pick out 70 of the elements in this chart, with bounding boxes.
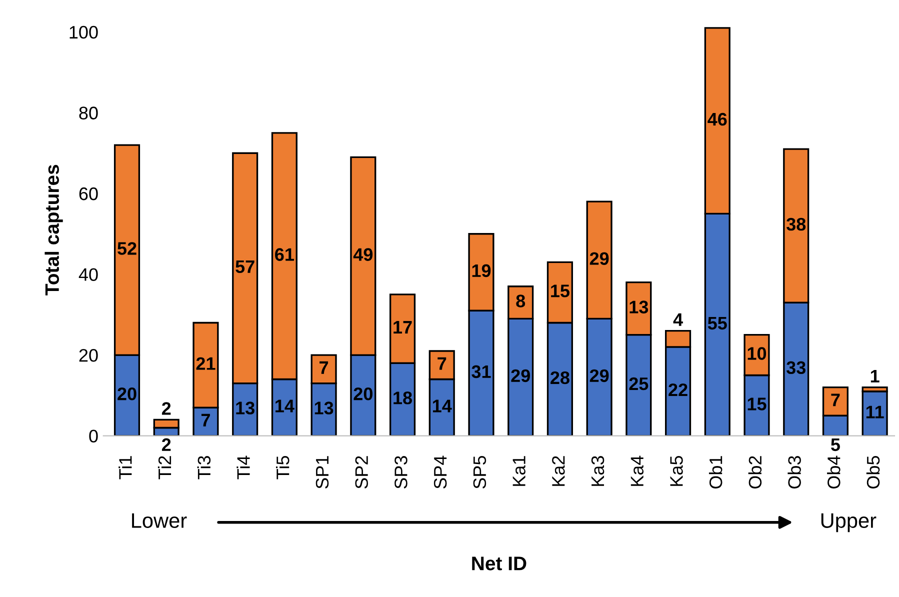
y-tick-label: 0 — [89, 430, 98, 443]
data-label: 28 — [550, 371, 570, 384]
x-tick-label: Ob2 — [748, 456, 762, 489]
text: Lower — [132, 513, 187, 528]
x-tick-label: Ka2 — [552, 456, 565, 486]
y-tick-label: 40 — [78, 268, 98, 281]
data-label: 20 — [118, 387, 136, 400]
y-tick-label: 60 — [79, 187, 98, 200]
data-label: 5 — [831, 438, 840, 452]
data-label: 61 — [275, 248, 294, 261]
data-label: 20 — [354, 387, 372, 400]
text: Upper — [821, 513, 876, 532]
data-label: 2 — [162, 438, 171, 451]
data-label: 13 — [314, 402, 334, 414]
data-label: 22 — [668, 383, 688, 396]
data-label: 18 — [394, 392, 412, 404]
data-label: 49 — [353, 248, 373, 261]
x-tick-label: Ti2 — [158, 456, 172, 480]
data-label: 31 — [472, 365, 491, 378]
data-label: 38 — [786, 218, 806, 231]
data-label: 8 — [516, 294, 526, 308]
data-label: 4 — [673, 313, 683, 326]
x-axis-title: Net ID — [472, 556, 526, 570]
data-label: 7 — [438, 357, 446, 370]
data-label: 10 — [748, 347, 766, 360]
y-tick-label: 100 — [70, 26, 98, 39]
y-tick-label: 20 — [79, 348, 98, 362]
data-label: 25 — [629, 377, 648, 390]
y-axis-title: Total captures — [44, 164, 63, 296]
x-tick-label: Ti4 — [236, 456, 250, 480]
y-tick-label: 80 — [79, 106, 98, 120]
data-label: 14 — [432, 400, 452, 412]
x-tick-label: SP1 — [316, 456, 329, 489]
x-tick-label: Ob5 — [866, 456, 880, 489]
data-label: 15 — [551, 284, 570, 298]
x-tick-label: Ti5 — [276, 456, 290, 480]
data-label: 14 — [276, 400, 294, 412]
data-label: 7 — [201, 414, 210, 426]
data-label: 13 — [236, 402, 254, 414]
x-tick-label: Ti1 — [118, 456, 132, 480]
x-tick-label: Ka5 — [670, 456, 683, 486]
x-tick-label: SP4 — [434, 456, 447, 489]
x-tick-label: Ob4 — [827, 456, 840, 489]
x-tick-label: Ka3 — [591, 456, 604, 486]
data-label: 33 — [786, 361, 806, 374]
data-label: 21 — [196, 357, 216, 370]
data-label: 17 — [394, 321, 412, 334]
x-tick-label: SP5 — [473, 456, 486, 489]
x-tick-label: Ka1 — [512, 456, 526, 486]
data-label: 11 — [866, 406, 884, 418]
x-tick-label: SP3 — [394, 456, 408, 489]
data-label: 29 — [590, 369, 609, 382]
data-label: 52 — [118, 242, 136, 255]
data-label: 7 — [831, 394, 840, 406]
data-label: 55 — [708, 317, 727, 330]
data-label: 1 — [870, 370, 880, 382]
data-label: 29 — [511, 369, 530, 382]
data-label: 29 — [590, 252, 609, 265]
x-tick-label: Ob3 — [788, 456, 801, 489]
data-label: 2 — [162, 402, 171, 415]
data-label: 13 — [630, 300, 648, 314]
x-tick-label: Ob1 — [708, 456, 722, 489]
data-label: 19 — [472, 264, 491, 278]
x-tick-label: Ti3 — [197, 456, 211, 480]
x-tick-label: SP2 — [355, 456, 368, 489]
data-label: 7 — [320, 361, 328, 374]
x-tick-label: Ka4 — [630, 456, 644, 486]
data-label: 57 — [236, 260, 254, 274]
data-label: 46 — [708, 112, 727, 126]
data-label: 15 — [748, 398, 766, 410]
